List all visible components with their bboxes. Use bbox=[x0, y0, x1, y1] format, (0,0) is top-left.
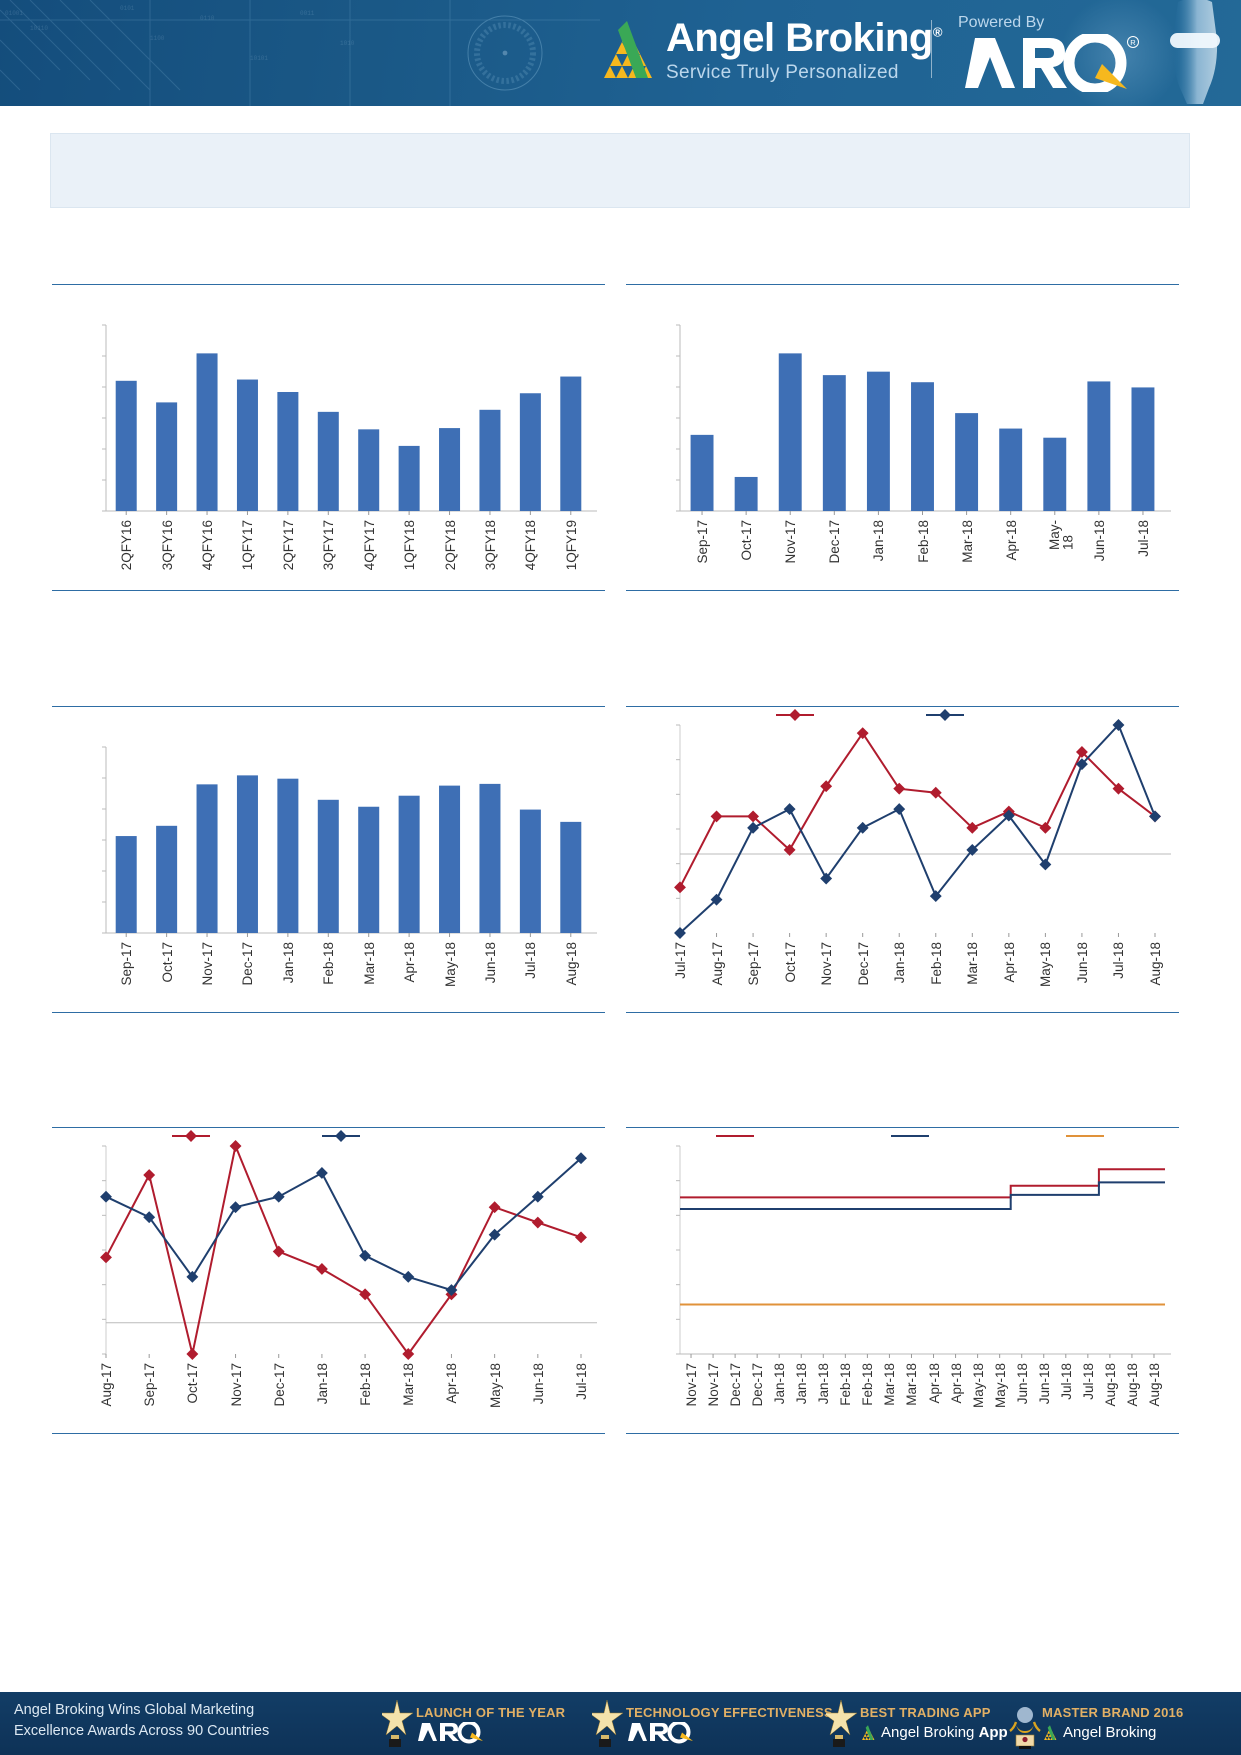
svg-text:1010: 1010 bbox=[340, 40, 355, 47]
svg-text:0101: 0101 bbox=[120, 5, 135, 12]
svg-text:10101: 10101 bbox=[250, 55, 268, 62]
svg-text:0011: 0011 bbox=[300, 10, 315, 17]
svg-text:01001: 01001 bbox=[5, 10, 23, 17]
svg-text:10110: 10110 bbox=[30, 25, 48, 32]
svg-text:R: R bbox=[1130, 38, 1136, 47]
svg-text:0110: 0110 bbox=[200, 15, 215, 22]
svg-text:1100: 1100 bbox=[150, 35, 165, 42]
